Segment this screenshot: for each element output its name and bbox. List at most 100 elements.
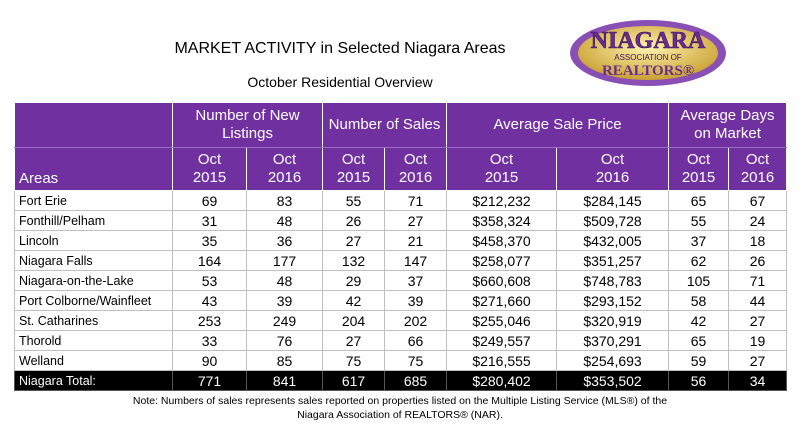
data-cell: $293,152 <box>556 290 670 311</box>
data-cell: 44 <box>728 290 788 311</box>
data-cell: 66 <box>384 330 448 351</box>
data-cell: 132 <box>322 250 386 271</box>
data-cell: $458,370 <box>446 230 558 251</box>
data-cell: 62 <box>668 250 730 271</box>
column-header: Oct 2016 <box>740 151 775 186</box>
total-cell: $353,502 <box>556 370 670 391</box>
data-cell: $284,145 <box>556 190 670 211</box>
data-row: St. Catharines 253 249 204 202 $255,046 $320,9… <box>14 310 788 331</box>
data-row: Niagara Falls 164 177 132 147 $258,077 $351,25… <box>14 250 788 271</box>
data-cell: 253 <box>172 310 247 331</box>
data-cell: 204 <box>322 310 386 331</box>
column-header-cell: Oct 2015 <box>322 147 386 191</box>
total-row: Niagara Total: 771 841 617 685 $280,402 $353,5… <box>14 370 788 391</box>
data-cell: 59 <box>668 350 730 371</box>
total-cell: 617 <box>322 370 386 391</box>
data-cell: 65 <box>668 190 730 211</box>
data-cell: 90 <box>172 350 247 371</box>
data-cell: $320,919 <box>556 310 670 331</box>
data-cell: 21 <box>384 230 448 251</box>
logo-center <box>578 26 718 80</box>
data-cell: 71 <box>728 270 788 291</box>
data-cell: 43 <box>172 290 247 311</box>
data-cell: $748,783 <box>556 270 670 291</box>
data-cell: 177 <box>245 250 324 271</box>
data-row: Fort Erie 69 83 55 71 $212,232 $284,145 65 67 <box>14 190 788 211</box>
area-name: Port Colborne/Wainfleet <box>14 290 173 311</box>
data-cell: 27 <box>728 310 788 331</box>
column-header: Oct 2015 <box>336 151 371 186</box>
group-header-row: Number of New Listings Number of Sales Ave… <box>14 102 788 148</box>
data-cell: $351,257 <box>556 250 670 271</box>
data-cell: 164 <box>172 250 247 271</box>
data-cell: 39 <box>384 290 448 311</box>
total-cell: $280,402 <box>446 370 558 391</box>
data-row: Port Colborne/Wainfleet 43 39 42 39 $271,660 $… <box>14 290 788 311</box>
data-cell: $254,693 <box>556 350 670 371</box>
data-cell: 27 <box>728 350 788 371</box>
column-header: Oct 2015 <box>192 151 227 186</box>
data-cell: 105 <box>668 270 730 291</box>
data-cell: $509,728 <box>556 210 670 231</box>
data-cell: 42 <box>668 310 730 331</box>
data-cell: 18 <box>728 230 788 251</box>
data-cell: 35 <box>172 230 247 251</box>
data-cell: 55 <box>322 190 386 211</box>
market-table: Number of New Listings Number of Sales Ave… <box>14 102 788 391</box>
data-cell: 67 <box>728 190 788 211</box>
logo-name: NIAGARA <box>591 28 706 54</box>
area-name: Fort Erie <box>14 190 173 211</box>
data-cell: 37 <box>668 230 730 251</box>
data-cell: 48 <box>245 270 324 291</box>
area-name: St. Catharines <box>14 310 173 331</box>
column-header-cell: Oct 2016 <box>245 147 324 191</box>
data-cell: 24 <box>728 210 788 231</box>
column-header-cell: Oct 2016 <box>556 147 670 191</box>
data-row: Lincoln 35 36 27 21 $458,370 $432,005 37 18 <box>14 230 788 251</box>
data-cell: 37 <box>384 270 448 291</box>
area-name: Niagara Falls <box>14 250 173 271</box>
data-cell: 53 <box>172 270 247 291</box>
group-header: Number of Sales <box>322 102 448 148</box>
note: Note: Numbers of sales represents sales … <box>132 395 668 421</box>
data-cell: 29 <box>322 270 386 291</box>
total-cell: 841 <box>245 370 324 391</box>
area-name: Niagara-on-the-Lake <box>14 270 173 291</box>
data-cell: $358,324 <box>446 210 558 231</box>
data-cell: $660,608 <box>446 270 558 291</box>
area-name: Thorold <box>14 330 173 351</box>
data-cell: 27 <box>322 330 386 351</box>
data-cell: $216,555 <box>446 350 558 371</box>
data-cell: 27 <box>384 210 448 231</box>
data-cell: 249 <box>245 310 324 331</box>
data-cell: 65 <box>668 330 730 351</box>
data-cell: 36 <box>245 230 324 251</box>
data-row: Thorold 33 76 27 66 $249,557 $370,291 65 19 <box>14 330 788 351</box>
column-header: Oct 2016 <box>267 151 302 186</box>
column-header-cell: Oct 2015 <box>446 147 558 191</box>
data-cell: 75 <box>322 350 386 371</box>
logo-line: ASSOCIATION OF <box>614 53 682 62</box>
group-header: Average Sale Price <box>446 102 670 148</box>
data-cell: 42 <box>322 290 386 311</box>
data-cell: $212,232 <box>446 190 558 211</box>
data-cell: 85 <box>245 350 324 371</box>
data-cell: 26 <box>322 210 386 231</box>
column-header: Oct 2015 <box>681 151 716 186</box>
total-label: Niagara Total: <box>14 370 173 391</box>
data-cell: 31 <box>172 210 247 231</box>
data-cell: 202 <box>384 310 448 331</box>
data-cell: 69 <box>172 190 247 211</box>
data-cell: 39 <box>245 290 324 311</box>
data-cell: $370,291 <box>556 330 670 351</box>
data-row: Fonthill/Pelham 31 48 26 27 $358,324 $509,728 5… <box>14 210 788 231</box>
data-cell: 26 <box>728 250 788 271</box>
data-row: Welland 90 85 75 75 $216,555 $254,693 59 27 <box>14 350 788 371</box>
group-header: Number of New Listings <box>171 102 324 148</box>
column-header-cell: Oct 2015 <box>172 147 247 191</box>
data-cell: 27 <box>322 230 386 251</box>
data-cell: 19 <box>728 330 788 351</box>
title: MARKET ACTIVITY in Selected Niagara Area… <box>174 40 506 57</box>
column-header: Oct 2015 <box>484 151 519 186</box>
